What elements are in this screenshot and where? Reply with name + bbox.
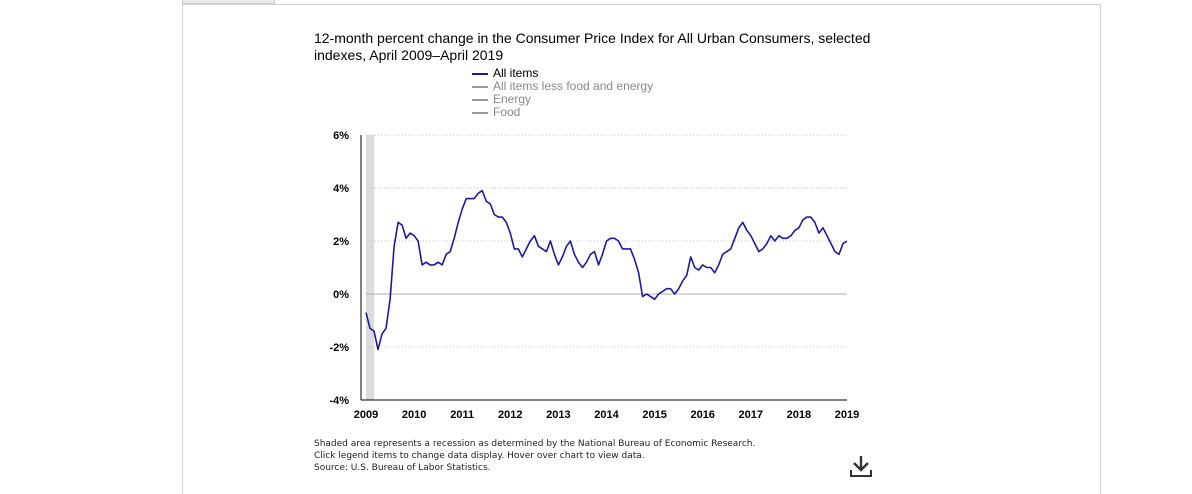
- tick-labels-layer: -4% -2% 0% 2% 4% 6% 2009 2010 2011 2012 2013 2014 20…: [329, 130, 859, 421]
- legend-label: All items less food and energy: [493, 79, 654, 93]
- chart-title: 12-month percent change in the Consumer …: [314, 30, 871, 63]
- legend-item-food[interactable]: Food: [472, 106, 653, 119]
- recession-shading-layer: [366, 135, 375, 400]
- x-tick-label: 2010: [402, 409, 426, 421]
- legend-swatch-all-items: [472, 72, 488, 75]
- x-tick-label: 2015: [642, 409, 666, 421]
- legend-swatch-energy: [472, 98, 488, 101]
- series-line-all-items: [365, 189, 848, 351]
- note-source: Source: U.S. Bureau of Labor Statistics.: [314, 463, 491, 473]
- x-tick-label: 2011: [450, 409, 474, 421]
- y-tick-label: 6%: [333, 130, 349, 142]
- y-tick-label: -2%: [329, 342, 349, 354]
- axis-layer: [360, 135, 847, 401]
- x-tick-label: 2018: [787, 409, 811, 421]
- download-icon[interactable]: [848, 453, 874, 480]
- legend-label: Energy: [493, 92, 532, 106]
- download-icon-glyph: [850, 456, 872, 477]
- line-chart[interactable]: -4% -2% 0% 2% 4% 6% 2009 2010 2011 2012 2013 2014 20…: [0, 0, 1192, 480]
- tab-stub[interactable]: [182, 0, 275, 4]
- note-recession: Shaded area represents a recession as de…: [314, 439, 756, 449]
- x-tick-label: 2016: [690, 409, 714, 421]
- x-tick-label: 2012: [498, 409, 522, 421]
- legend-swatch-food: [472, 111, 488, 114]
- legend-label: Food: [493, 105, 521, 119]
- x-tick-label: 2017: [739, 409, 763, 421]
- x-tick-label: 2009: [354, 409, 378, 421]
- chart-legend: All items All items less food and energy…: [472, 67, 653, 119]
- y-tick-label: 0%: [333, 289, 349, 301]
- x-tick-label: 2013: [546, 409, 570, 421]
- series-layer: [365, 189, 848, 351]
- legend-label: All items: [493, 66, 539, 80]
- y-tick-label: -4%: [329, 395, 349, 407]
- x-tick-label: 2014: [594, 409, 619, 421]
- x-tick-label: 2019: [835, 409, 859, 421]
- legend-item-core[interactable]: All items less food and energy: [472, 80, 653, 93]
- legend-item-all-items[interactable]: All items: [472, 67, 653, 80]
- note-interaction: Click legend items to change data displa…: [314, 451, 645, 461]
- y-tick-label: 2%: [333, 236, 349, 248]
- recession-band: [366, 135, 375, 400]
- y-tick-label: 4%: [333, 183, 349, 195]
- chart-notes: Shaded area represents a recession as de…: [314, 438, 755, 474]
- chart-panel: [182, 4, 1101, 494]
- legend-item-energy[interactable]: Energy: [472, 93, 653, 106]
- legend-swatch-core: [472, 85, 488, 88]
